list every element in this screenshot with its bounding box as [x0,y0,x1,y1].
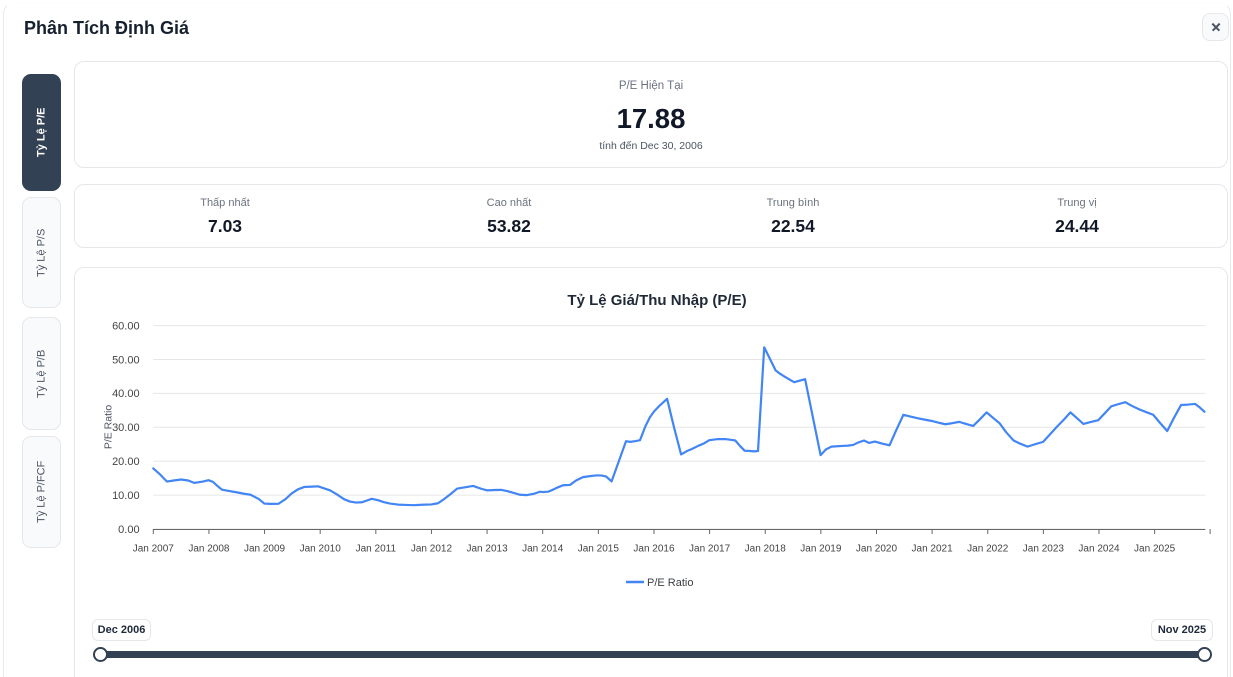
svg-text:Jan 2015: Jan 2015 [578,544,620,555]
svg-text:10.00: 10.00 [112,490,140,502]
svg-text:Jan 2022: Jan 2022 [967,544,1009,555]
svg-text:Jan 2013: Jan 2013 [467,544,509,555]
svg-text:60.00: 60.00 [112,320,140,332]
svg-text:Jan 2011: Jan 2011 [356,544,397,555]
svg-text:Jan 2017: Jan 2017 [689,544,731,555]
svg-text:Jan 2020: Jan 2020 [856,544,898,555]
svg-text:Jan 2010: Jan 2010 [300,544,342,555]
svg-text:Jan 2016: Jan 2016 [633,544,675,555]
svg-text:P/E Ratio: P/E Ratio [102,405,114,450]
svg-text:Jan 2018: Jan 2018 [745,544,787,555]
svg-text:Jan 2009: Jan 2009 [244,544,286,555]
svg-text:Jan 2024: Jan 2024 [1078,544,1120,555]
svg-text:Jan 2014: Jan 2014 [522,544,564,555]
svg-text:50.00: 50.00 [112,354,140,366]
svg-text:P/E Ratio: P/E Ratio [647,577,693,589]
svg-text:Jan 2008: Jan 2008 [188,544,230,555]
svg-text:Jan 2019: Jan 2019 [800,544,842,555]
svg-text:0.00: 0.00 [118,524,139,536]
svg-text:Jan 2012: Jan 2012 [411,544,453,555]
svg-text:30.00: 30.00 [112,422,140,434]
svg-text:Jan 2021: Jan 2021 [912,544,954,555]
svg-text:Jan 2023: Jan 2023 [1023,544,1065,555]
svg-text:Jan 2025: Jan 2025 [1134,544,1176,555]
svg-text:Jan 2007: Jan 2007 [133,544,175,555]
svg-text:40.00: 40.00 [112,388,140,400]
svg-text:20.00: 20.00 [112,456,140,468]
